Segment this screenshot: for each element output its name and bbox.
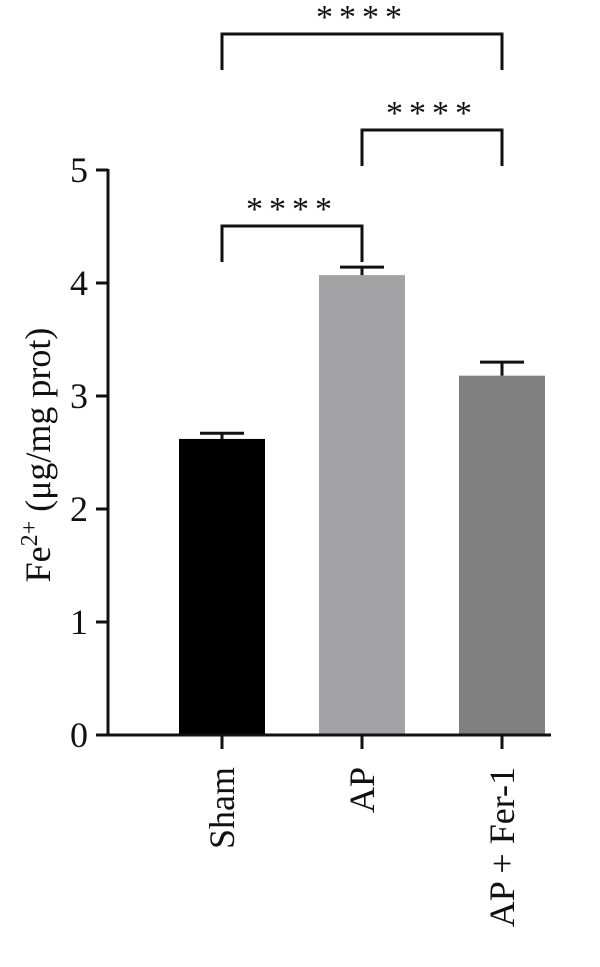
significance-label-0: ****	[246, 191, 338, 228]
y-tick-label-5: 5	[70, 150, 88, 190]
x-category-label-0: Sham	[202, 767, 242, 849]
bar-0	[179, 438, 265, 735]
y-tick-label-0: 0	[70, 715, 88, 755]
bar-2	[459, 375, 545, 735]
y-tick-label-2: 2	[70, 489, 88, 529]
x-category-label-1: AP	[342, 767, 382, 813]
y-tick-label-3: 3	[70, 376, 88, 416]
error-bars-layer	[200, 265, 524, 439]
significance-label-2: ****	[316, 0, 408, 36]
significance-label-1: ****	[386, 95, 478, 132]
y-tick-label-1: 1	[70, 602, 88, 642]
y-axis-label-rest: (μg/mg prot)	[18, 328, 58, 521]
bars-layer	[179, 275, 545, 735]
y-axis-label: Fe2+ (μg/mg prot)	[17, 328, 58, 583]
bar-1	[319, 275, 405, 735]
significance-bracket-2	[220, 32, 504, 70]
axes-layer: 0 1 2 3 4 5 Sham AP AP + Fer-1	[70, 150, 551, 927]
y-axis-label-superscript: 2+	[17, 521, 43, 547]
significance-layer: **** **** ****	[220, 0, 504, 262]
significance-bracket-1	[360, 128, 504, 166]
y-axis-label-base: Fe	[18, 546, 58, 582]
significance-bracket-0	[220, 224, 364, 262]
x-category-label-2: AP + Fer-1	[482, 767, 522, 927]
y-tick-label-4: 4	[70, 263, 88, 303]
